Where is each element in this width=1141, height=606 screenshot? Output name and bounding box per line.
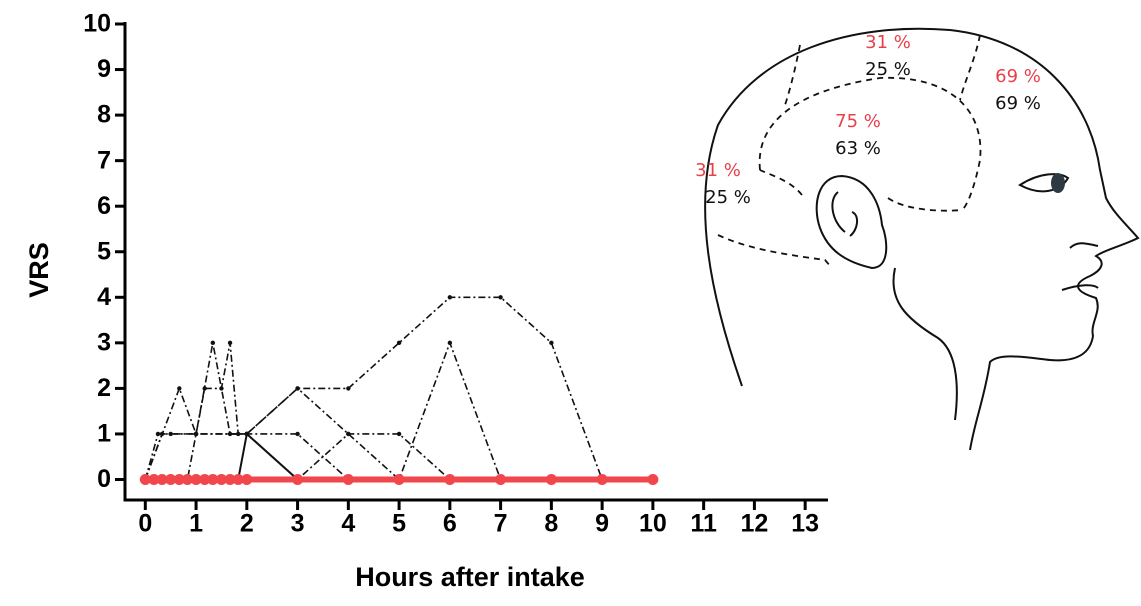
data-point bbox=[241, 474, 252, 485]
x-tick-label: 11 bbox=[690, 510, 717, 538]
data-point bbox=[444, 474, 455, 485]
x-tick-label: 9 bbox=[595, 510, 609, 538]
data-point bbox=[448, 341, 452, 345]
data-point bbox=[597, 474, 608, 485]
data-point bbox=[397, 432, 401, 436]
data-point bbox=[397, 341, 401, 345]
y-tick-label: 8 bbox=[97, 101, 111, 129]
x-tick-label: 2 bbox=[240, 510, 254, 538]
data-point bbox=[346, 386, 350, 390]
x-tick-label: 12 bbox=[740, 510, 768, 538]
x-tick-label: 4 bbox=[341, 510, 355, 538]
data-point bbox=[177, 386, 181, 390]
region-percent-red: 31 % bbox=[695, 160, 741, 181]
pupil bbox=[1051, 173, 1065, 193]
data-point bbox=[295, 386, 299, 390]
data-point bbox=[346, 432, 350, 436]
x-tick-label: 13 bbox=[791, 510, 819, 538]
figure: 012345678910012345678910111213Hours afte… bbox=[0, 0, 1141, 606]
region-percent-red: 69 % bbox=[995, 66, 1041, 87]
region-percent-black: 25 % bbox=[705, 187, 751, 208]
x-tick-label: 6 bbox=[443, 510, 457, 538]
y-tick-label: 3 bbox=[97, 328, 111, 356]
data-point bbox=[647, 474, 658, 485]
data-point bbox=[292, 474, 303, 485]
series-line bbox=[145, 343, 399, 480]
data-point bbox=[546, 474, 557, 485]
neck-line bbox=[893, 268, 956, 420]
head-outline bbox=[705, 29, 1138, 450]
x-tick-label: 7 bbox=[494, 510, 508, 538]
y-tick-label: 4 bbox=[97, 283, 111, 311]
data-point bbox=[549, 341, 553, 345]
data-point bbox=[211, 341, 215, 345]
region-percent-red: 31 % bbox=[865, 32, 911, 53]
ear bbox=[817, 176, 887, 268]
x-axis-title: Hours after intake bbox=[355, 562, 585, 592]
series-line bbox=[145, 343, 653, 480]
y-tick-label: 6 bbox=[97, 192, 111, 220]
data-point bbox=[219, 386, 223, 390]
data-point bbox=[245, 432, 249, 436]
y-tick-label: 9 bbox=[97, 55, 111, 83]
data-point bbox=[394, 474, 405, 485]
x-tick-label: 5 bbox=[392, 510, 406, 538]
y-tick-label: 7 bbox=[97, 146, 111, 174]
x-tick-label: 8 bbox=[544, 510, 558, 538]
series-line bbox=[145, 434, 348, 480]
data-point bbox=[448, 295, 452, 299]
data-point bbox=[343, 474, 354, 485]
data-point bbox=[202, 386, 206, 390]
data-point bbox=[228, 341, 232, 345]
x-tick-label: 1 bbox=[189, 510, 203, 538]
y-tick-label: 1 bbox=[97, 420, 111, 448]
x-tick-label: 10 bbox=[639, 510, 667, 538]
data-point bbox=[295, 432, 299, 436]
y-tick-label: 2 bbox=[97, 374, 111, 402]
data-point bbox=[160, 432, 164, 436]
y-tick-label: 10 bbox=[83, 10, 111, 38]
y-tick-label: 0 bbox=[97, 465, 111, 493]
region-percent-red: 75 % bbox=[835, 111, 881, 132]
head-diagram bbox=[705, 29, 1138, 450]
data-point bbox=[156, 432, 160, 436]
region-percent-black: 63 % bbox=[835, 138, 881, 159]
data-point bbox=[498, 295, 502, 299]
data-point bbox=[228, 432, 232, 436]
region-percent-black: 25 % bbox=[865, 59, 911, 80]
x-tick-label: 3 bbox=[291, 510, 305, 538]
y-axis-title: VRS bbox=[24, 242, 54, 298]
y-tick-label: 5 bbox=[97, 237, 111, 265]
x-tick-label: 0 bbox=[138, 510, 152, 538]
region-percent-black: 69 % bbox=[995, 93, 1041, 114]
data-point bbox=[236, 432, 240, 436]
data-point bbox=[495, 474, 506, 485]
